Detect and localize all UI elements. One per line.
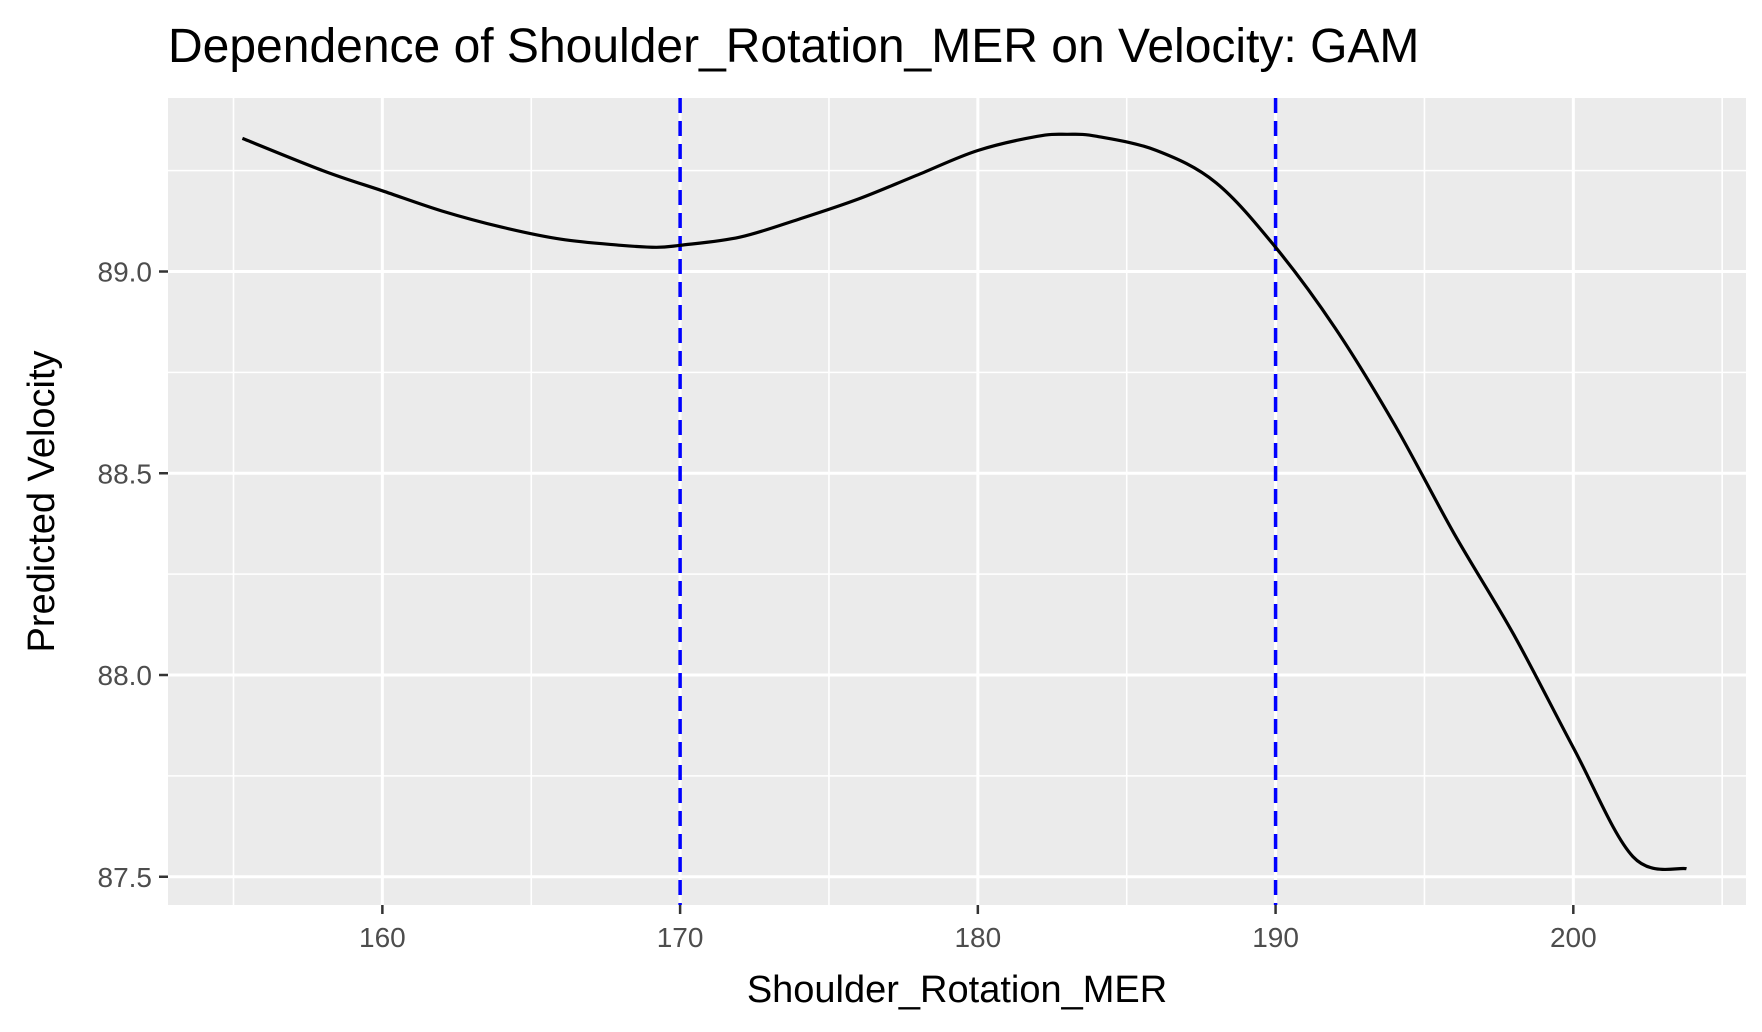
series-line [241,132,1687,872]
x-tick-label: 200 [1550,922,1597,953]
y-tick-label: 89.0 [98,257,153,288]
y-tick-label: 87.5 [98,862,153,893]
x-axis-title: Shoulder_Rotation_MER [747,969,1167,1011]
x-axis-ticks: 160 170 180 190 200 [359,905,1597,953]
x-tick-label: 180 [954,922,1001,953]
minor-gridlines [168,98,1746,905]
x-tick-label: 160 [359,922,406,953]
y-tick-label: 88.0 [98,660,153,691]
y-axis-ticks: 87.5 88.0 88.5 89.0 [98,257,168,893]
chart-title: Dependence of Shoulder_Rotation_MER on V… [168,20,1419,73]
series-group [241,132,1687,872]
y-axis-title: Predicted Velocity [21,350,63,652]
reference-lines [678,98,1278,905]
x-tick-label: 190 [1252,922,1299,953]
plot-panel [168,98,1746,905]
x-tick-label: 170 [657,922,704,953]
y-tick-label: 88.5 [98,458,153,489]
